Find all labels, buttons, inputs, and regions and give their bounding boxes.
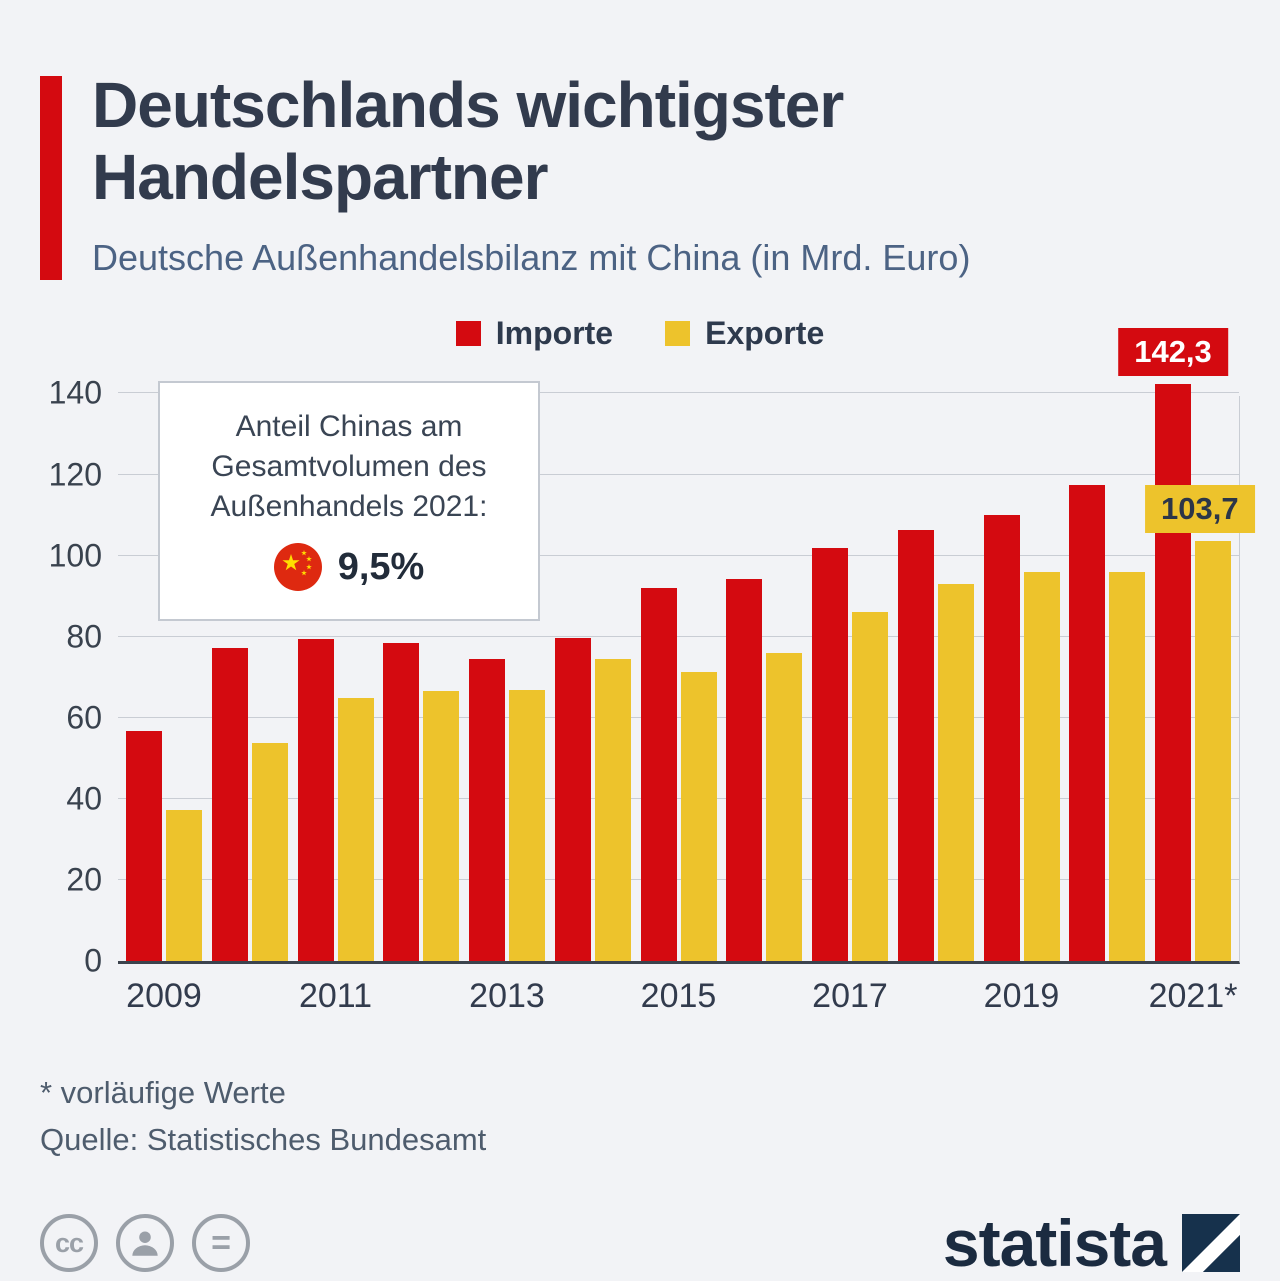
bar-group-2014	[554, 637, 631, 962]
bar-exporte-2021: 103,7	[1145, 484, 1255, 962]
value-label-importe: 142,3	[1118, 328, 1228, 377]
statista-logo-icon	[1182, 1214, 1240, 1273]
bar-chart: 2009 2011 2013 2015 2017 2019 142,3 103,7 2021* …	[40, 328, 1255, 1036]
bar-group-2012	[383, 642, 460, 962]
bar-group-2020	[1069, 485, 1146, 962]
cc-nd-equal-icon: =	[192, 1214, 250, 1273]
header: Deutschlands wichtigster Handelspartner …	[40, 69, 1240, 280]
bar-group-2011: 2011	[297, 638, 374, 1015]
y-axis-label-100: 100	[48, 537, 102, 574]
annotation-line-1: Anteil Chinas am	[235, 410, 463, 444]
bar-importe-2010	[211, 647, 248, 962]
china-share-value: 9,5%	[337, 545, 425, 588]
gridline-80	[118, 635, 1239, 637]
gridline-60	[118, 716, 1239, 718]
x-axis-label-2009: 2009	[126, 977, 202, 1016]
bar-group-2009: 2009	[126, 731, 202, 1015]
source-note: Quelle: Statistisches Bundesamt	[40, 1121, 487, 1157]
legend-item-exporte: Exporte	[665, 315, 824, 352]
y-axis-label-120: 120	[48, 456, 102, 492]
chart-plot-area: 2009 2011 2013 2015 2017 2019 142,3 103,7 2021* …	[49, 328, 1255, 1015]
china-share-annotation: Anteil Chinas am Gesamtvolumen des Außen…	[158, 381, 540, 622]
x-axis-label-2019: 2019	[983, 977, 1060, 1016]
chart-legend: Importe Exporte	[40, 315, 1240, 352]
bar-group-2010	[211, 647, 288, 962]
bar-exporte-2016	[766, 652, 803, 962]
bar-exporte-2010	[251, 743, 288, 962]
bar-group-2018	[897, 530, 974, 962]
bar-importe-2020	[1069, 485, 1106, 962]
bar-importe-2013	[469, 659, 505, 962]
gridline-120	[118, 473, 1239, 475]
title-line-2: Handelspartner	[92, 140, 548, 213]
legend-label-exporte: Exporte	[705, 315, 825, 352]
y-axis-label-140: 140	[48, 374, 102, 411]
bar-exporte-2019	[1023, 571, 1060, 962]
y-axis-label-60: 60	[66, 699, 102, 736]
gridline-40	[118, 798, 1239, 800]
x-axis-label-2021: 2021*	[1148, 977, 1238, 1016]
legend-label-importe: Importe	[495, 315, 614, 352]
y-axis-label-80: 80	[66, 618, 102, 655]
annotation-line-3: Außenhandels 2021:	[210, 490, 488, 524]
page-subtitle: Deutsche Außenhandelsbilanz mit China (i…	[92, 237, 971, 279]
bar-importe-2011	[297, 638, 334, 962]
x-axis-label-2013: 2013	[469, 977, 545, 1016]
statista-logo-text: statista	[942, 1206, 1167, 1281]
footer: * vorläufige Werte Quelle: Statistisches…	[40, 1070, 1240, 1163]
bar-importe-2015	[640, 588, 677, 962]
title-line-1: Deutschlands wichtigster	[92, 69, 844, 141]
title-accent-bar	[40, 76, 62, 280]
bar-exporte-2014	[594, 659, 631, 962]
x-axis-label-2015: 2015	[640, 977, 717, 1016]
bar-importe-2014	[554, 637, 591, 962]
bar-exporte-2020	[1109, 572, 1146, 962]
bar-group-2017: 2017	[812, 548, 888, 1015]
bar-importe-2017	[812, 548, 848, 962]
bar-group-2021: 142,3 103,7 2021*	[1118, 328, 1255, 1015]
bar-group-2016	[726, 579, 803, 962]
bar-importe-2019	[983, 514, 1020, 962]
cc-by-person-icon	[116, 1214, 174, 1273]
annotation-value-row: 9,5%	[174, 543, 524, 592]
bar-group-2013: 2013	[469, 659, 545, 1015]
value-label-exporte: 103,7	[1145, 484, 1255, 533]
gridline-140	[118, 392, 1239, 394]
bar-importe-2016	[726, 579, 763, 962]
statista-logo: statista	[943, 1205, 1240, 1281]
footnote: * vorläufige Werte	[40, 1075, 286, 1111]
bottom-row: cc = statista	[40, 1205, 1240, 1281]
annotation-line-2: Gesamtvolumen des	[211, 450, 487, 484]
cc-license-icon: cc	[40, 1214, 98, 1273]
x-axis-label-2017: 2017	[812, 977, 888, 1016]
bar-importe-2009	[126, 731, 162, 962]
bar-exporte-2012	[423, 691, 460, 962]
bar-exporte-2018	[937, 583, 974, 962]
legend-item-importe: Importe	[455, 315, 614, 352]
y-axis-label-20: 20	[66, 861, 102, 898]
bar-series-container: 2009 2011 2013 2015 2017 2019 142,3 103,7 2021*	[118, 328, 1255, 1015]
page-title: Deutschlands wichtigster Handelspartner	[92, 69, 1240, 213]
bar-importe-2021: 142,3	[1118, 328, 1228, 962]
y-axis-label-0: 0	[84, 942, 102, 979]
bar-importe-2018	[897, 530, 934, 962]
exporte-swatch-icon	[665, 321, 691, 347]
bar-exporte-2015	[680, 671, 717, 962]
gridline-20	[118, 879, 1239, 881]
bar-exporte-2013	[509, 689, 545, 962]
bar-exporte-2017	[852, 611, 888, 962]
gridline-100	[118, 554, 1239, 556]
bar-group-2019: 2019	[983, 514, 1060, 1015]
y-axis-label-40: 40	[66, 780, 102, 817]
cc-license-icons: cc =	[40, 1214, 250, 1273]
bar-exporte-2011	[337, 698, 374, 962]
bar-group-2015: 2015	[640, 588, 717, 1015]
bar-importe-2012	[383, 642, 420, 962]
china-flag-icon	[273, 543, 322, 592]
bar-exporte-2009	[166, 810, 202, 962]
x-axis-label-2011: 2011	[298, 977, 373, 1016]
importe-swatch-icon	[455, 321, 481, 347]
